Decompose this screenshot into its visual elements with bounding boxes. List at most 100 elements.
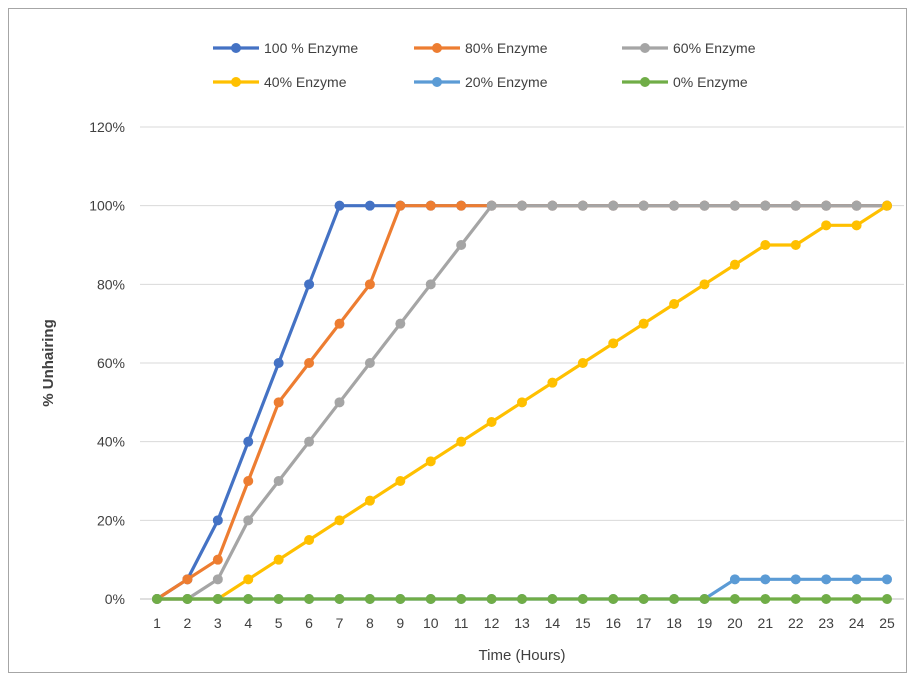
x-tick-label: 6 xyxy=(305,615,313,631)
x-tick-label: 24 xyxy=(849,615,865,631)
data-point xyxy=(304,279,315,290)
series-5 xyxy=(152,594,892,604)
data-point xyxy=(304,594,315,604)
data-point xyxy=(243,476,254,486)
legend-label: 80% Enzyme xyxy=(465,40,548,56)
x-tick-label: 3 xyxy=(214,615,222,631)
data-point xyxy=(851,200,862,211)
x-tick-label: 17 xyxy=(636,615,652,631)
legend-marker xyxy=(432,43,442,53)
data-point xyxy=(608,594,619,604)
data-point xyxy=(456,200,467,211)
data-point xyxy=(638,594,649,604)
legend-marker xyxy=(231,43,241,53)
data-point xyxy=(821,220,832,231)
legend-label: 0% Enzyme xyxy=(673,74,748,90)
data-point xyxy=(425,594,436,604)
data-point xyxy=(273,397,284,408)
data-point xyxy=(364,594,375,604)
y-tick-label: 20% xyxy=(97,512,125,528)
x-tick-label: 19 xyxy=(697,615,713,631)
data-point xyxy=(699,279,710,290)
data-point xyxy=(790,594,801,604)
y-tick-label: 120% xyxy=(89,119,125,135)
data-point xyxy=(882,574,892,585)
data-point xyxy=(547,594,558,604)
data-point xyxy=(304,535,315,545)
tick-labels: 0%20%40%60%80%100%120%1 2 3 4 5 6 7 8 9 10 11 12 13 1… xyxy=(89,119,895,631)
x-tick-label: 20 xyxy=(727,615,743,631)
data-point xyxy=(334,397,345,408)
legend-item: 40% Enzyme xyxy=(213,74,347,90)
data-point xyxy=(425,456,436,467)
data-point xyxy=(882,200,892,211)
data-point xyxy=(364,200,375,211)
data-point xyxy=(212,574,223,585)
data-point xyxy=(395,476,406,486)
data-point xyxy=(851,220,862,231)
data-point xyxy=(547,200,558,211)
x-tick-label: 18 xyxy=(666,615,682,631)
data-point xyxy=(517,594,527,604)
data-point xyxy=(760,594,771,604)
data-point xyxy=(577,358,588,368)
data-point xyxy=(456,240,467,250)
data-point xyxy=(304,358,315,368)
x-tick-label: 23 xyxy=(818,615,834,631)
data-point xyxy=(699,594,710,604)
data-point xyxy=(821,574,832,585)
x-tick-label: 10 xyxy=(423,615,439,631)
data-point xyxy=(334,515,345,526)
data-point xyxy=(273,476,284,486)
data-point xyxy=(152,594,162,604)
legend-marker xyxy=(640,77,650,87)
data-point xyxy=(395,318,406,329)
data-point xyxy=(669,299,680,309)
data-point xyxy=(851,594,862,604)
x-tick-label: 22 xyxy=(788,615,804,631)
data-point xyxy=(486,594,497,604)
data-point xyxy=(486,417,497,427)
series-layer xyxy=(152,200,892,604)
data-point xyxy=(882,594,892,604)
data-point xyxy=(425,279,436,290)
x-tick-label: 1 xyxy=(153,615,161,631)
data-point xyxy=(790,574,801,585)
data-point xyxy=(364,358,375,368)
data-point xyxy=(273,554,284,565)
data-point xyxy=(334,594,345,604)
x-tick-label: 13 xyxy=(514,615,530,631)
legend-label: 20% Enzyme xyxy=(465,74,548,90)
legend-marker xyxy=(432,77,442,87)
data-point xyxy=(243,515,254,526)
y-axis-title: % Unhairing xyxy=(40,319,57,407)
y-tick-label: 0% xyxy=(105,591,125,607)
data-point xyxy=(334,200,345,211)
data-point xyxy=(638,318,649,329)
legend-item: 0% Enzyme xyxy=(622,74,748,90)
x-tick-label: 12 xyxy=(484,615,500,631)
x-tick-label: 11 xyxy=(454,615,469,631)
data-point xyxy=(760,200,771,211)
data-point xyxy=(182,574,193,585)
data-point xyxy=(395,594,406,604)
y-tick-label: 100% xyxy=(89,198,125,214)
data-point xyxy=(729,574,740,585)
data-point xyxy=(821,200,832,211)
legend-item: 20% Enzyme xyxy=(414,74,548,90)
data-point xyxy=(547,377,558,388)
data-point xyxy=(212,594,223,604)
data-point xyxy=(669,200,680,211)
legend-label: 40% Enzyme xyxy=(264,74,347,90)
legend-marker xyxy=(640,43,650,53)
data-point xyxy=(517,397,527,408)
chart-frame xyxy=(8,8,907,673)
data-point xyxy=(577,594,588,604)
data-point xyxy=(273,594,284,604)
data-point xyxy=(364,495,375,506)
legend: 100 % Enzyme 80% Enzyme 60% Enzyme 40% Enzy… xyxy=(213,40,756,90)
legend-item: 60% Enzyme xyxy=(622,40,756,56)
data-point xyxy=(243,594,254,604)
data-point xyxy=(760,574,771,585)
data-point xyxy=(456,594,467,604)
